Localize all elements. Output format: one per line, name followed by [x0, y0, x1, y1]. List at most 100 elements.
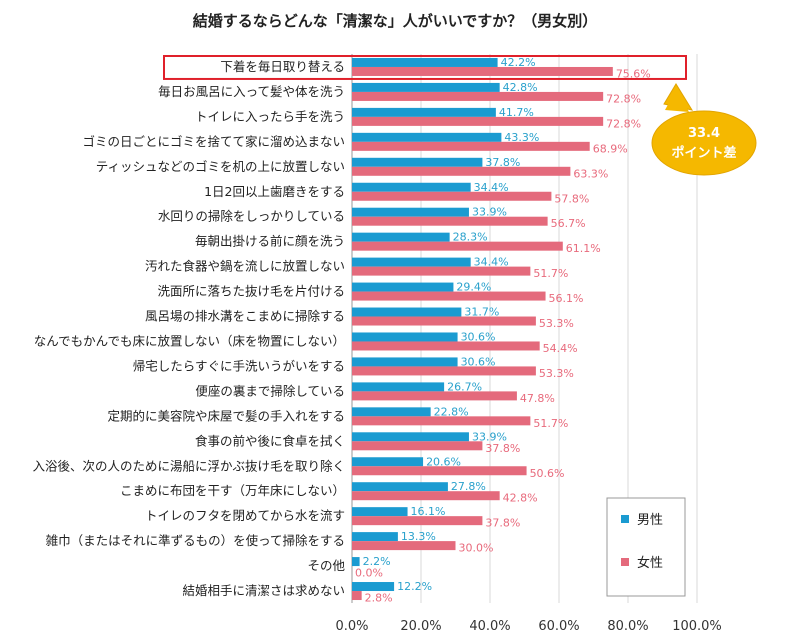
- data-label-female: 50.6%: [530, 467, 565, 480]
- bar-female: [352, 291, 546, 301]
- bar-female: [352, 116, 604, 126]
- data-label-male: 30.6%: [461, 330, 496, 343]
- bar-male: [352, 207, 469, 217]
- data-label-male: 42.2%: [501, 56, 536, 69]
- data-label-male: 27.8%: [451, 480, 486, 493]
- bar-male: [352, 332, 458, 342]
- data-label-male: 20.6%: [426, 455, 461, 468]
- callout-label: ポイント差: [671, 145, 736, 161]
- data-label-male: 41.7%: [499, 106, 534, 119]
- data-label-male: 31.7%: [464, 306, 499, 319]
- bar-male: [352, 482, 448, 492]
- data-label-female: 2.8%: [365, 592, 393, 605]
- category-label: その他: [307, 558, 345, 573]
- bar-male: [352, 532, 398, 542]
- data-label-male: 2.2%: [363, 555, 391, 568]
- bar-male: [352, 232, 450, 242]
- bar-female: [352, 241, 563, 251]
- bar-male: [352, 407, 431, 417]
- bar-female: [352, 491, 500, 501]
- data-label-female: 0.0%: [355, 567, 383, 580]
- bar-female: [352, 141, 590, 151]
- data-label-male: 22.8%: [434, 405, 469, 418]
- category-label: 雑巾（またはそれに準ずるもの）を使って掃除をする: [46, 533, 345, 548]
- bar-female: [352, 391, 517, 401]
- callout-bubble: [651, 110, 757, 176]
- bar-male: [352, 557, 360, 567]
- category-label: 1日2回以上歯磨きをする: [204, 184, 345, 199]
- data-label-female: 37.8%: [485, 517, 520, 530]
- bar-female: [352, 466, 527, 476]
- x-tick-label: 40.0%: [469, 619, 510, 634]
- category-label: ゴミの日ごとにゴミを捨てて家に溜め込まない: [82, 134, 345, 149]
- category-label: 毎朝出掛ける前に顔を洗う: [195, 234, 345, 249]
- data-label-female: 47.8%: [520, 392, 555, 405]
- bar-male: [352, 282, 454, 292]
- legend-label-female: 女性: [637, 555, 663, 571]
- bar-male: [352, 307, 462, 317]
- data-label-female: 51.7%: [533, 267, 568, 280]
- category-label: トイレに入ったら手を洗う: [195, 109, 345, 124]
- legend-swatch-female: [621, 558, 629, 566]
- data-label-male: 33.9%: [472, 430, 507, 443]
- bar-female: [352, 541, 456, 551]
- data-label-female: 51.7%: [533, 417, 568, 430]
- x-tick-label: 80.0%: [607, 619, 648, 634]
- data-label-male: 29.4%: [456, 281, 491, 294]
- x-tick-label: 100.0%: [672, 619, 722, 634]
- data-label-female: 37.8%: [485, 442, 520, 455]
- legend-swatch-male: [621, 515, 629, 523]
- bar-female: [352, 166, 571, 176]
- category-label: 毎日お風呂に入って髪や体を洗う: [158, 84, 345, 99]
- bar-male: [352, 182, 471, 192]
- data-label-male: 42.8%: [503, 81, 538, 94]
- x-tick-label: 0.0%: [335, 619, 368, 634]
- data-label-male: 37.8%: [485, 156, 520, 169]
- data-label-male: 12.2%: [397, 580, 432, 593]
- category-label: 定期的に美容院や床屋で髪の手入れをする: [107, 408, 345, 423]
- data-label-female: 61.1%: [566, 242, 601, 255]
- data-label-female: 72.8%: [606, 92, 641, 105]
- bar-male: [352, 132, 502, 142]
- category-label: 洗面所に落ちた抜け毛を片付ける: [157, 284, 345, 299]
- bar-male: [352, 457, 424, 467]
- highlight-box: [163, 55, 687, 80]
- bar-male: [352, 82, 500, 92]
- bar-female: [352, 266, 531, 276]
- bar-male: [352, 257, 471, 267]
- data-label-female: 30.0%: [459, 542, 494, 555]
- data-label-male: 34.4%: [474, 181, 509, 194]
- data-label-male: 26.7%: [447, 380, 482, 393]
- data-label-female: 53.3%: [539, 317, 574, 330]
- category-label: 下着を毎日取り替える: [220, 59, 345, 74]
- bar-female: [352, 66, 613, 76]
- bar-male: [352, 507, 408, 517]
- x-tick-label: 20.0%: [400, 619, 441, 634]
- category-label: 入浴後、次の人のために湯船に浮かぶ抜け毛を取り除く: [32, 458, 345, 473]
- bar-male: [352, 357, 458, 367]
- category-label: 結婚相手に清潔さは求めない: [182, 583, 345, 598]
- data-label-female: 68.9%: [593, 142, 628, 155]
- category-label: 便座の裏まで掃除している: [195, 383, 345, 398]
- callout-pointer-fill: [665, 88, 689, 112]
- bar-female: [352, 366, 536, 376]
- data-label-female: 56.1%: [549, 292, 584, 305]
- bar-female: [352, 316, 536, 326]
- data-label-female: 75.6%: [616, 67, 651, 80]
- category-label: なんでもかんでも床に放置しない（床を物置にしない）: [34, 333, 345, 348]
- data-label-female: 53.3%: [539, 367, 574, 380]
- bar-female: [352, 91, 604, 101]
- data-label-male: 33.9%: [472, 206, 507, 219]
- data-label-female: 72.8%: [606, 117, 641, 130]
- bar-male: [352, 382, 445, 392]
- data-label-male: 30.6%: [461, 355, 496, 368]
- data-label-female: 54.4%: [543, 342, 578, 355]
- category-label: こまめに布団を干す（万年床にしない）: [120, 483, 345, 498]
- category-label: ティッシュなどのゴミを机の上に放置しない: [96, 159, 345, 174]
- category-label: 帰宅したらすぐに手洗いうがいをする: [133, 358, 345, 373]
- bar-female: [352, 416, 531, 426]
- legend-label-male: 男性: [637, 513, 663, 528]
- data-label-male: 13.3%: [401, 530, 436, 543]
- data-label-male: 16.1%: [411, 505, 446, 518]
